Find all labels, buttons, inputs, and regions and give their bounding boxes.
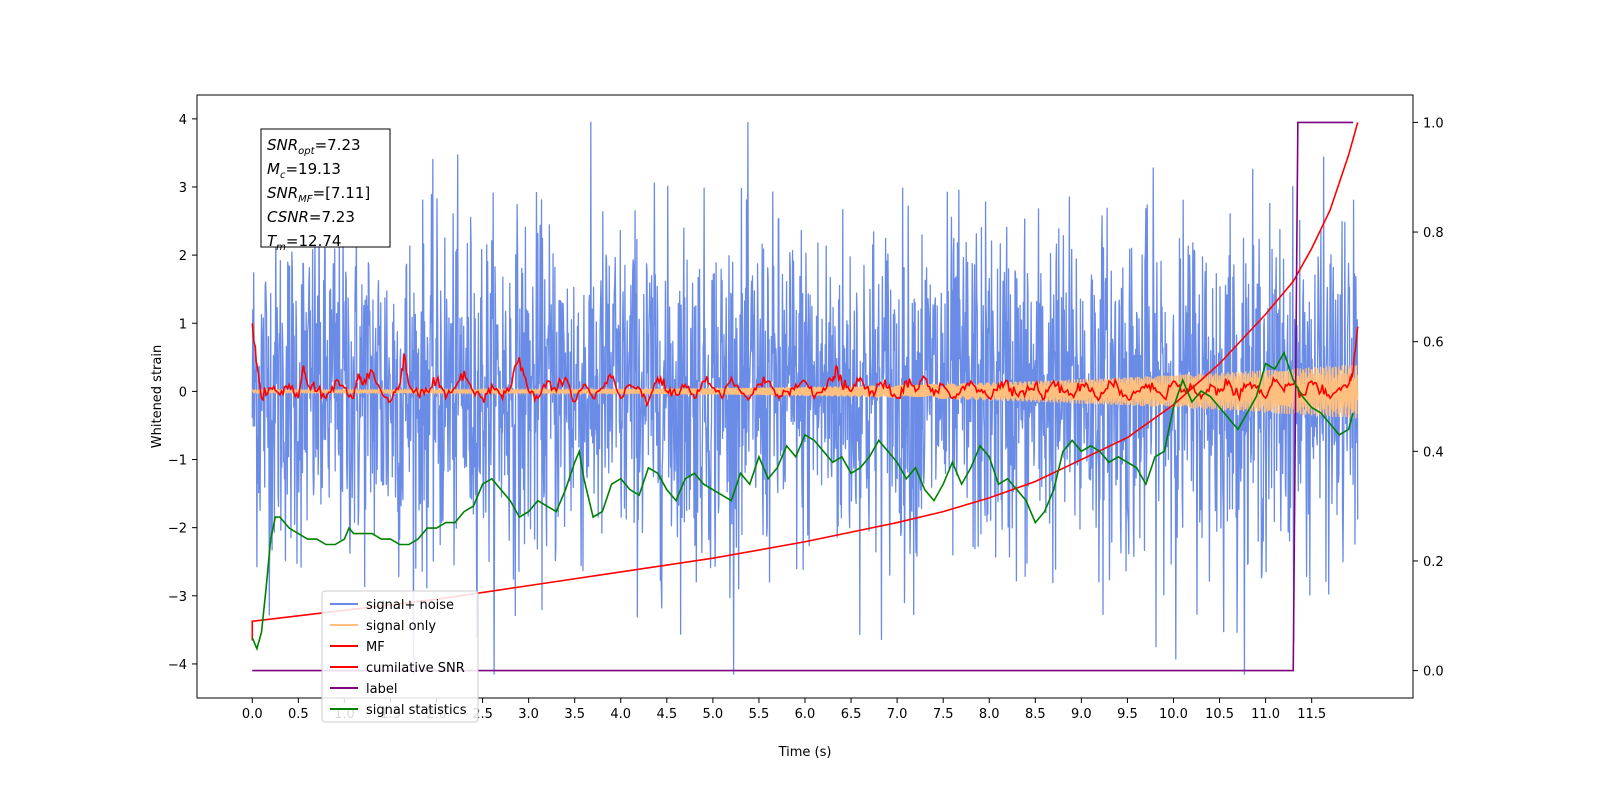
x-tick-label: 0.0: [242, 707, 263, 722]
annotation-line: Mc=19.13: [267, 160, 341, 181]
y-tick-label: −4: [168, 658, 187, 673]
y-tick-label: 1: [179, 317, 187, 332]
x-tick-label: 11.0: [1251, 707, 1280, 722]
x-tick-label: 6.5: [841, 707, 862, 722]
legend-label: signal statistics: [366, 703, 467, 718]
x-tick-label: 11.5: [1297, 707, 1326, 722]
y2-tick-label: 1.0: [1423, 116, 1444, 131]
x-tick-label: 5.0: [703, 707, 724, 722]
x-tick-label: 10.5: [1205, 707, 1234, 722]
y2-tick-label: 0.4: [1423, 445, 1444, 460]
x-tick-label: 7.5: [933, 707, 954, 722]
legend: signal+ noise signal only MF cumilative SNR…: [321, 590, 479, 723]
series-signal-only-line: [251, 365, 1359, 419]
legend-frame: [321, 590, 479, 723]
x-tick-label: 3.0: [518, 707, 539, 722]
x-tick-label: 3.5: [564, 707, 585, 722]
x-tick-label: 7.0: [887, 707, 908, 722]
legend-label: MF: [366, 640, 385, 655]
series-label-line: [252, 121, 1354, 672]
y2-tick-label: 0.8: [1423, 226, 1444, 241]
x-tick-label: 8.0: [979, 707, 1000, 722]
x-tick-label: 9.5: [1117, 707, 1138, 722]
annotation-line: Tm=12.74: [267, 232, 341, 253]
x-tick-label: 8.5: [1025, 707, 1046, 722]
legend-label: cumilative SNR: [366, 661, 465, 676]
annotation-frame: [260, 128, 391, 248]
annotation-line: SNRMF=[7.11]: [267, 184, 370, 205]
annotation-line: CSNR=7.23: [267, 208, 355, 226]
y2-tick-label: 0.0: [1423, 665, 1444, 680]
annotation-line: SNRopt=7.23: [267, 136, 361, 157]
x-tick-label: 5.5: [749, 707, 770, 722]
legend-label: signal only: [366, 619, 436, 634]
legend-label: signal+ noise: [366, 598, 454, 613]
y-axis-label: Whitened strain: [150, 345, 165, 448]
x-tick-label: 0.5: [288, 707, 309, 722]
x-tick-label: 4.0: [610, 707, 631, 722]
x-tick-label: 6.0: [795, 707, 816, 722]
y-tick-label: 4: [179, 113, 187, 128]
y2-tick-label: 0.6: [1423, 336, 1444, 351]
x-axis-label: Time (s): [778, 745, 832, 760]
x-tick-label: 9.0: [1071, 707, 1092, 722]
y-tick-label: −3: [168, 590, 187, 605]
series-signal-noise-line: [251, 121, 1359, 675]
y-tick-label: −2: [168, 522, 187, 537]
legend-label: label: [366, 682, 397, 697]
annotation-box: SNRopt=7.23 Mc=19.13 SNRMF=[7.11] CSNR=7.23…: [260, 128, 391, 253]
axis-labels: Time (s) Whitened strain: [150, 345, 831, 760]
y-tick-label: −1: [168, 454, 187, 469]
y-tick-label: 2: [179, 249, 187, 264]
x-tick-label: 4.5: [656, 707, 677, 722]
y-tick-label: 0: [179, 385, 187, 400]
series-signal-statistics-line: [251, 350, 1354, 652]
series-mf-line: [251, 323, 1359, 408]
x-tick-label: 10.0: [1159, 707, 1188, 722]
y-tick-label: 3: [179, 181, 187, 196]
y2-tick-label: 0.2: [1423, 555, 1444, 570]
